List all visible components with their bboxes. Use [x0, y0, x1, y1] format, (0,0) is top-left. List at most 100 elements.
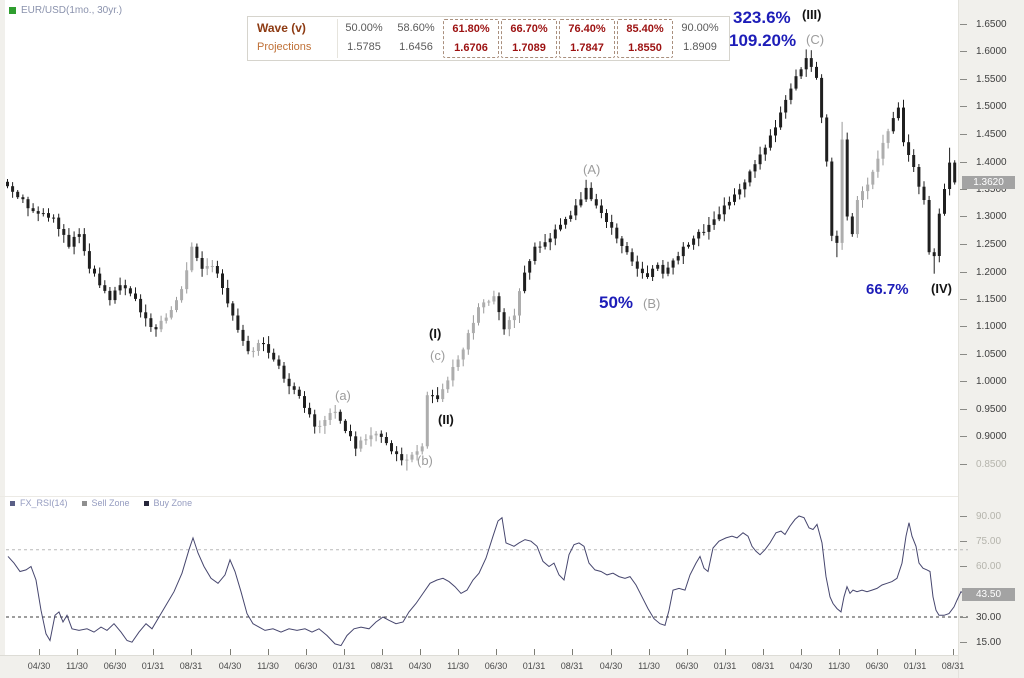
price-tick-label: 1.0500 [976, 349, 1007, 360]
date-tick [839, 649, 840, 655]
rsi-line [7, 515, 966, 647]
annotation-wave-B: (B) [643, 296, 661, 311]
date-tick [572, 649, 573, 655]
wave-percent-value: 66.70% [510, 23, 548, 35]
rsi-tick [960, 566, 967, 567]
projection-value: 1.7089 [512, 42, 546, 54]
price-chart[interactable] [0, 0, 1024, 497]
rsi-tick-label: 90.00 [976, 511, 1002, 522]
instrument-swatch-icon [9, 7, 16, 14]
price-tick-label: 1.0000 [976, 376, 1007, 387]
date-label: 11/30 [828, 661, 850, 671]
price-tick-label: 1.2000 [976, 267, 1007, 278]
price-tick-label: 1.6000 [976, 46, 1007, 57]
price-tick-label: 0.9500 [976, 404, 1007, 415]
price-tick [960, 244, 967, 245]
rsi-tick [960, 541, 967, 542]
wave-percent-value: 76.40% [568, 23, 606, 35]
candles [6, 49, 957, 471]
price-tick-label: 1.1500 [976, 294, 1007, 305]
date-tick [77, 649, 78, 655]
annotation-wave-C: (C) [806, 32, 825, 47]
date-tick [496, 649, 497, 655]
rsi-chart[interactable] [0, 496, 1024, 678]
panel-divider [0, 496, 958, 497]
price-tick [960, 24, 967, 25]
price-tick [960, 134, 967, 135]
rsi-tick [960, 642, 967, 643]
time-axis-strip [0, 655, 958, 678]
price-tick-label: 1.5000 [976, 101, 1007, 112]
date-label: 04/30 [408, 661, 432, 671]
wave-table-column: 58.60% 1.6456 [391, 19, 441, 58]
annotation-fib-10920: 109.20% [729, 31, 797, 50]
date-tick [953, 649, 954, 655]
annotation-fib-667: 66.7% [866, 281, 909, 298]
price-tick-label: 1.4500 [976, 129, 1007, 140]
price-tick-label: 0.8500 [976, 459, 1007, 470]
price-tick-label: 1.2500 [976, 239, 1007, 250]
date-label: 01/31 [332, 661, 356, 671]
date-tick [458, 649, 459, 655]
date-tick [725, 649, 726, 655]
price-tick [960, 354, 967, 355]
date-tick [382, 649, 383, 655]
rsi-tick-label: 75.00 [976, 536, 1002, 547]
date-label: 06/30 [675, 661, 699, 671]
price-tick [960, 189, 967, 190]
current-rsi-tag: 43.50 [962, 588, 1015, 601]
rsi-tick-label: 30.00 [976, 612, 1002, 623]
date-label: 06/30 [484, 661, 508, 671]
annotation-wave-III: (III) [802, 7, 822, 22]
date-label: 08/31 [179, 661, 203, 671]
wave-table-column: 76.40% 1.7847 [559, 19, 615, 58]
date-tick [39, 649, 40, 655]
date-tick [915, 649, 916, 655]
price-tick [960, 326, 967, 327]
annotation-wave-c: (c) [430, 348, 446, 363]
current-price-tag: 1.3620 [962, 176, 1015, 189]
price-tick [960, 216, 967, 217]
instrument-label: EUR/USD(1mo., 30yr.) [21, 5, 123, 16]
wave-percent-value: 58.60% [397, 22, 435, 34]
projection-value: 1.8909 [683, 41, 717, 53]
price-axis-strip [958, 0, 1024, 678]
date-label: 11/30 [257, 661, 279, 671]
price-tick [960, 162, 967, 163]
wave-table-column: 50.00% 1.5785 [339, 19, 389, 58]
projection-value: 1.6456 [399, 41, 433, 53]
instrument-legend[interactable]: EUR/USD(1mo., 30yr.) [9, 5, 122, 16]
wave-projection-table[interactable]: Wave (v) Projections 50.00% 1.5785 58.60% 1… [247, 16, 730, 61]
left-margin [0, 0, 5, 655]
rsi-tick [960, 617, 967, 618]
rsi-legend-label: Sell Zone [91, 498, 130, 508]
wave-percent-value: 85.40% [626, 23, 664, 35]
rsi-legend[interactable]: FX_RSI(14) Sell Zone Buy Zone [10, 498, 206, 508]
date-label: 08/31 [370, 661, 394, 671]
date-tick [534, 649, 535, 655]
date-tick [611, 649, 612, 655]
rsi-legend-item: Sell Zone [81, 498, 130, 508]
rsi-tick-label: 15.00 [976, 637, 1002, 648]
date-label: 04/30 [599, 661, 623, 671]
price-tick [960, 409, 967, 410]
date-tick [649, 649, 650, 655]
annotation-wave-I: (I) [429, 326, 442, 341]
wave-table-label-column: Wave (v) Projections [251, 19, 338, 58]
date-label: 04/30 [789, 661, 813, 671]
projections-row-label: Projections [257, 41, 312, 53]
projection-value: 1.6706 [454, 42, 488, 54]
price-tick [960, 51, 967, 52]
wave-table-column: 61.80% 1.6706 [443, 19, 499, 58]
price-tick [960, 299, 967, 300]
date-label: 06/30 [103, 661, 127, 671]
annotation-wave-b: (b) [417, 453, 433, 468]
annotation-fib-50: 50% [599, 293, 634, 312]
date-tick [763, 649, 764, 655]
legend-swatch-icon [143, 500, 149, 506]
wave-table-column: 90.00% 1.8909 [675, 19, 725, 58]
legend-swatch-icon [10, 500, 15, 506]
date-label: 01/31 [713, 661, 737, 671]
price-tick [960, 79, 967, 80]
